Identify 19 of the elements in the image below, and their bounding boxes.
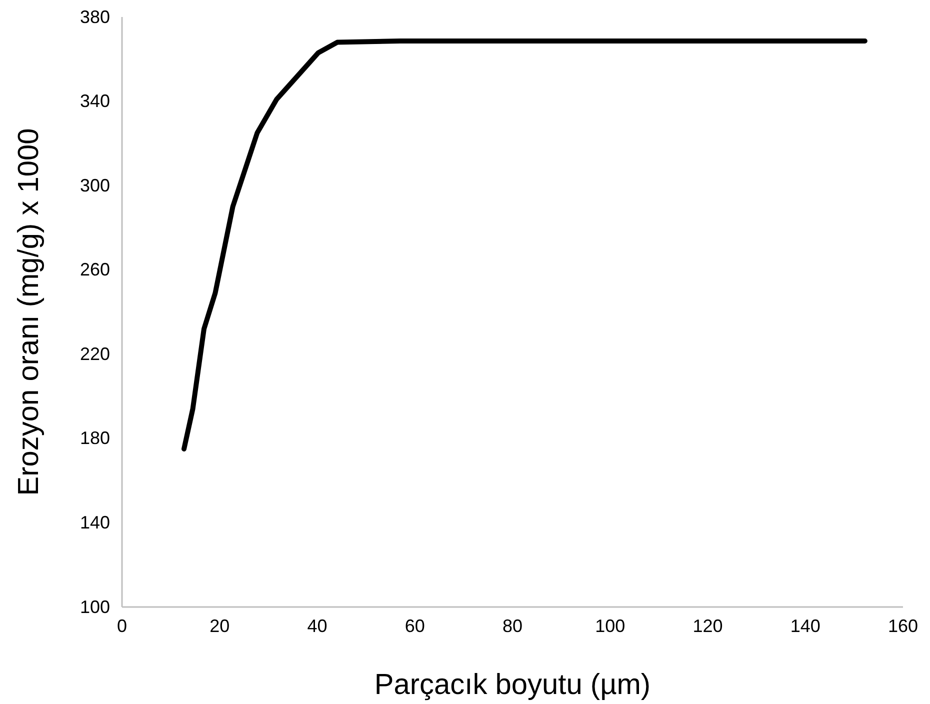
x-tick-label: 40 [307,616,328,636]
y-tick-label: 300 [80,175,110,196]
x-tick-label: 60 [404,616,425,636]
y-axis-title: Erozyon oranı (mg/g) x 1000 [13,128,45,496]
x-tick-label: 160 [888,616,918,636]
x-tick-label: 20 [210,616,230,636]
x-tick-label: 100 [595,616,626,636]
y-tick-label: 340 [80,91,110,112]
y-tick-label: 100 [80,596,110,617]
x-tick-label: 140 [790,616,820,636]
y-tick-label: 380 [80,6,110,27]
y-tick-label: 220 [80,344,110,364]
x-tick-label: 120 [692,616,723,636]
y-tick-label: 180 [80,428,110,448]
y-tick-label: 140 [80,512,110,532]
x-tick-label: 80 [502,616,523,636]
x-axis-title: Parçacık boyutu (µm) [374,669,651,701]
y-tick-label: 260 [80,260,110,280]
x-tick-label: 0 [116,616,128,636]
